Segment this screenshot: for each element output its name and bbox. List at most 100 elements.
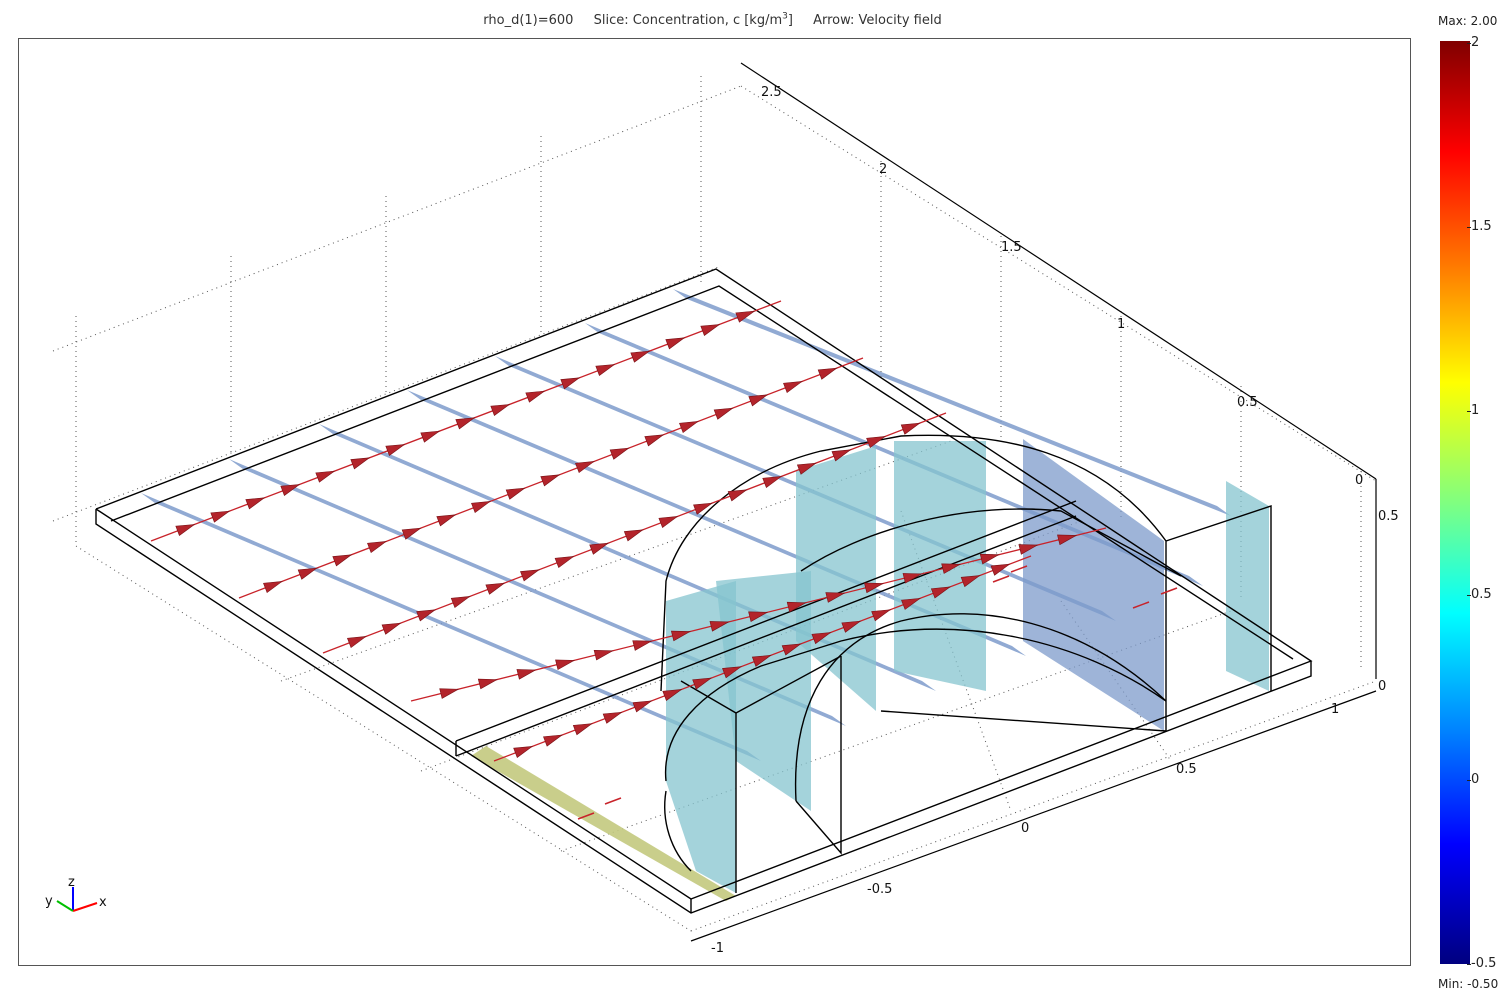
grid-line bbox=[52, 85, 742, 352]
velocity-arrow bbox=[902, 573, 923, 584]
velocity-arrow bbox=[602, 711, 623, 724]
grid-line bbox=[52, 265, 722, 522]
axis-tick-labels: 2.5 2 1.5 1 0.5 0 0.5 0 -1 -0.5 0 0.5 1 bbox=[711, 85, 1399, 956]
velocity-arrow bbox=[662, 689, 683, 702]
velocity-arrow bbox=[385, 444, 406, 457]
triad-z-label: z bbox=[68, 875, 75, 890]
velocity-arrow bbox=[1057, 534, 1078, 546]
velocity-arrow bbox=[632, 700, 653, 713]
velocity-arrow bbox=[901, 597, 922, 610]
velocity-arrow bbox=[783, 381, 804, 394]
grid-lines bbox=[52, 76, 1377, 932]
slice-panel bbox=[1226, 481, 1269, 691]
triad-y-label: y bbox=[45, 894, 53, 909]
velocity-arrow bbox=[315, 470, 336, 483]
concentration-slices bbox=[141, 289, 1269, 901]
colorbar bbox=[1440, 41, 1470, 964]
velocity-arrow bbox=[575, 461, 596, 474]
velocity-arrow bbox=[692, 677, 713, 690]
velocity-arrow bbox=[367, 541, 388, 554]
title-slice: Slice: Concentration, c [kg/m3] bbox=[593, 12, 793, 29]
velocity-arrow bbox=[381, 622, 402, 635]
velocity-arrow bbox=[175, 524, 196, 537]
x-tick-neg1: -1 bbox=[711, 941, 724, 956]
velocity-arrow bbox=[781, 643, 802, 656]
velocity-arrow bbox=[420, 430, 441, 443]
y-tick-1: 1 bbox=[1117, 317, 1125, 332]
title-slice-text: Slice: Concentration, c [kg/m bbox=[593, 13, 783, 29]
colorbar-tick-2: 2 bbox=[1466, 35, 1480, 50]
axis-x-line bbox=[690, 690, 1377, 942]
arch-inner-edge bbox=[664, 628, 1167, 782]
velocity-arrow-small bbox=[577, 812, 595, 820]
colorbar-tick-1: 1 bbox=[1466, 403, 1480, 418]
velocity-arrow-small bbox=[992, 575, 1010, 583]
velocity-arrow bbox=[713, 407, 734, 420]
velocity-arrow bbox=[727, 489, 748, 502]
velocity-arrow bbox=[658, 516, 679, 529]
plot-area[interactable]: 2.5 2 1.5 1 0.5 0 0.5 0 -1 -0.5 0 0.5 1 … bbox=[18, 38, 1411, 966]
grid-line bbox=[280, 440, 952, 682]
velocity-arrow bbox=[979, 553, 1000, 565]
velocity-arrow bbox=[263, 581, 284, 594]
z-tick-0.5: 0.5 bbox=[1378, 509, 1399, 524]
velocity-arrow-small bbox=[1160, 587, 1178, 595]
arch-inner-edge bbox=[794, 613, 1167, 802]
slice-panel bbox=[894, 441, 986, 691]
title-slice-suffix: ] bbox=[787, 13, 793, 29]
velocity-arrow bbox=[841, 620, 862, 633]
x-tick-1: 1 bbox=[1331, 702, 1339, 717]
velocity-arrow-small bbox=[1010, 565, 1028, 573]
velocity-arrow bbox=[595, 364, 616, 377]
velocity-arrow bbox=[709, 621, 730, 632]
velocity-arrow bbox=[990, 563, 1011, 576]
velocity-arrow bbox=[401, 527, 422, 540]
velocity-arrow bbox=[297, 567, 318, 580]
colorbar-tick-neg0.5: -0.5 bbox=[1466, 956, 1497, 971]
velocity-arrow bbox=[722, 666, 743, 679]
velocity-arrow bbox=[644, 434, 665, 447]
velocity-arrow bbox=[831, 449, 852, 462]
velocity-arrow bbox=[670, 630, 692, 642]
x-tick-0: 0 bbox=[1021, 821, 1029, 836]
velocity-arrow bbox=[817, 367, 838, 380]
slice-panel bbox=[1023, 439, 1164, 731]
triad-y-axis bbox=[56, 900, 74, 912]
velocity-arrow bbox=[623, 529, 644, 542]
velocity-arrow bbox=[609, 447, 630, 460]
arch-top-edge bbox=[800, 508, 1182, 577]
velocity-arrow bbox=[632, 640, 653, 651]
velocity-arrow bbox=[864, 582, 885, 594]
title-slice-exp: 3 bbox=[782, 12, 788, 22]
velocity-arrow bbox=[630, 350, 651, 363]
slab-mid-edge bbox=[455, 515, 1077, 757]
velocity-arrow bbox=[513, 746, 534, 758]
z-tick-0: 0 bbox=[1378, 679, 1386, 694]
velocity-arrow bbox=[439, 688, 460, 699]
velocity-arrow bbox=[1018, 544, 1039, 555]
velocity-arrow bbox=[786, 601, 807, 613]
velocity-arrow bbox=[825, 592, 846, 603]
y-tick-2: 2 bbox=[879, 162, 887, 177]
velocity-arrow bbox=[930, 586, 951, 599]
velocity-arrow bbox=[679, 421, 700, 434]
arch-base-edge bbox=[880, 710, 1167, 732]
velocity-arrow-small bbox=[604, 797, 622, 805]
triad-x-label: x bbox=[99, 895, 107, 910]
velocity-arrow bbox=[900, 422, 921, 435]
colorbar-tick-0.5: 0.5 bbox=[1467, 587, 1492, 602]
velocity-arrows bbox=[150, 300, 1178, 820]
velocity-arrow bbox=[332, 554, 353, 567]
slice-strip-front bbox=[471, 746, 736, 901]
velocity-arrow-small bbox=[1132, 601, 1150, 609]
velocity-arrow bbox=[560, 377, 581, 390]
velocity-arrow bbox=[593, 649, 614, 661]
axis-triad: z x y bbox=[45, 875, 107, 912]
colorbar-min-label: Min: -0.50 bbox=[1438, 977, 1499, 991]
x-tick-0.5: 0.5 bbox=[1176, 762, 1197, 777]
3d-scene[interactable]: 2.5 2 1.5 1 0.5 0 0.5 0 -1 -0.5 0 0.5 1 … bbox=[19, 39, 1410, 965]
velocity-arrow bbox=[485, 582, 506, 595]
velocity-arrow bbox=[505, 487, 526, 500]
velocity-arrow bbox=[543, 734, 564, 747]
velocity-arrow bbox=[540, 474, 561, 487]
